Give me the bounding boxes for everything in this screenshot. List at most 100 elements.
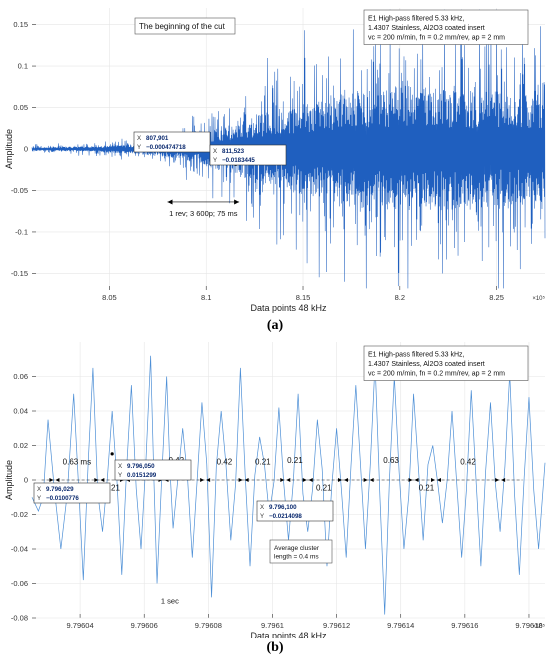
cluster-marker-right	[206, 478, 211, 482]
cluster-marker-left	[49, 478, 54, 482]
datatip-y-label: Y	[137, 144, 141, 151]
cluster-marker-right	[414, 478, 419, 482]
y-tick-label: 0	[24, 145, 28, 154]
cluster-marker-left	[430, 478, 435, 482]
x-tick-label: 8.1	[201, 293, 211, 302]
x-tick-label: 9.7961	[261, 621, 284, 630]
x-exponent-label: ×10⁵	[532, 623, 545, 630]
y-tick-label: -0.15	[11, 269, 28, 278]
y-tick-label: -0.04	[11, 545, 28, 554]
cluster-label: 0.21	[287, 456, 303, 465]
x-tick-label: 8.05	[102, 293, 117, 302]
y-axis-label: Amplitude	[4, 460, 14, 500]
rev-annotation-label: 1 rev; 3 600p; 75 ms	[169, 209, 238, 218]
cluster-marker-left	[495, 478, 500, 482]
datatip-x-label: X	[37, 486, 41, 493]
cluster-label: 0.63 ms	[63, 457, 91, 466]
cluster-label: 0.21	[316, 483, 332, 492]
cluster-marker-left	[408, 478, 413, 482]
cluster-marker-left	[338, 478, 343, 482]
legend-box-line: vc = 200 m/min, fn = 0.2 mm/rev, ap = 2 …	[368, 371, 505, 378]
y-tick-label: 0.05	[13, 103, 28, 112]
x-axis-label: Data points 48 kHz	[250, 631, 327, 638]
datatip-box	[133, 131, 211, 153]
cluster-box	[269, 539, 333, 564]
cluster-label: 0.42	[460, 457, 476, 466]
datatip-y-value: −0.000474718	[146, 144, 186, 151]
datatip-x-value: 9.796,029	[46, 486, 74, 493]
datatip-y-value: −0.0100776	[46, 495, 79, 502]
legend-box-line: E1 High-pass filtered 5.33 kHz,	[368, 16, 465, 23]
y-tick-label: -0.05	[11, 186, 28, 195]
cluster-label: 0.42	[217, 457, 233, 466]
x-tick-label: 9.79612	[323, 621, 350, 630]
legend-box-line: E1 High-pass filtered 5.33 kHz,	[368, 352, 465, 359]
y-tick-label: -0.08	[11, 614, 28, 623]
datatip-y-label: Y	[37, 495, 41, 502]
cluster-label: 0.21	[104, 483, 120, 492]
x-tick-label: 9.79616	[451, 621, 478, 630]
chart-a: 8.05 8.1 8.15 8.2 8.25 -0.15 -0.1 -0.05 0 0.05 0.1…	[4, 8, 546, 313]
x-tick-label: 8.15	[296, 293, 311, 302]
datatip-y-label: Y	[118, 472, 122, 479]
x-tick-label: 9.79604	[67, 621, 94, 630]
title-box	[134, 17, 236, 35]
cluster-box-line: length = 0.4 ms	[274, 553, 319, 560]
cluster-label: 0.21	[419, 483, 435, 492]
datatip-x-value: 9.796,050	[127, 463, 155, 470]
datatip-box	[256, 500, 334, 522]
cluster-marker-right	[244, 478, 249, 482]
datatip-x-value: 807,901	[146, 135, 169, 142]
legend-box-line: vc = 200 m/min, fn = 0.2 mm/rev, ap = 2 …	[368, 35, 505, 42]
cluster-marker-left	[200, 478, 205, 482]
x-tick-label: 8.25	[489, 293, 504, 302]
datatip-x-label: X	[118, 463, 122, 470]
legend-box-line: 1.4307 Stainless, Al2O3 coated insert	[368, 361, 485, 368]
legend-box	[363, 345, 529, 381]
y-axis-label: Amplitude	[4, 129, 14, 169]
x-tick-label: 9.79618	[515, 621, 542, 630]
cluster-marker-right	[100, 478, 105, 482]
datatip-y-value: 0.0151299	[127, 472, 157, 479]
series-signal-line	[31, 9, 546, 289]
y-tick-label: -0.1	[15, 227, 28, 236]
rev-arrow-head-right	[234, 199, 240, 205]
title-box-line: The beginning of the cut	[139, 22, 226, 31]
datatip-x-value: 811,523	[222, 148, 245, 155]
datatip-x-label: X	[213, 148, 217, 155]
cluster-marker-left	[280, 478, 285, 482]
datatip-x-label: X	[260, 504, 264, 511]
cluster-marker-right	[369, 478, 374, 482]
cluster-marker-right	[55, 478, 60, 482]
datatip-x-value: 9.796,100	[269, 504, 297, 511]
y-tick-label: 0.1	[18, 62, 28, 71]
cluster-marker-right	[308, 478, 313, 482]
datatip-box	[114, 459, 192, 481]
y-tick-label: -0.06	[11, 579, 28, 588]
y-tick-label: 0.06	[13, 372, 28, 381]
legend-box	[363, 9, 529, 45]
x-tick-label: 9.79614	[387, 621, 414, 630]
cluster-marker-left	[238, 478, 243, 482]
y-tick-label: 0.02	[13, 441, 28, 450]
x-tick-label: 9.79606	[131, 621, 158, 630]
rev-arrow-head-left	[167, 199, 173, 205]
legend-box-line: 1.4307 Stainless, Al2O3 coated insert	[368, 25, 485, 32]
datatip-marker	[110, 452, 114, 456]
cluster-marker-right	[501, 478, 506, 482]
datatip-y-label: Y	[213, 157, 217, 164]
chart-b: 9.79604 9.79606 9.79608 9.7961 9.79612 9.7961…	[4, 342, 546, 638]
datatip-y-value: −0.0183445	[222, 157, 255, 164]
panel-label-a: (a)	[266, 318, 284, 333]
datatip-box	[209, 144, 287, 166]
datatip-y-value: −0.0214098	[269, 513, 302, 520]
datatip-box	[33, 482, 111, 504]
cluster-marker-left	[302, 478, 307, 482]
cluster-marker-right	[344, 478, 349, 482]
datatip-y-label: Y	[260, 513, 264, 520]
x-tick-label: 9.79608	[195, 621, 222, 630]
y-tick-label: 0.15	[13, 20, 28, 29]
y-tick-label: 0	[24, 476, 28, 485]
sec-label: 1 sec	[161, 596, 179, 605]
x-axis-label: Data points 48 kHz	[250, 303, 327, 313]
